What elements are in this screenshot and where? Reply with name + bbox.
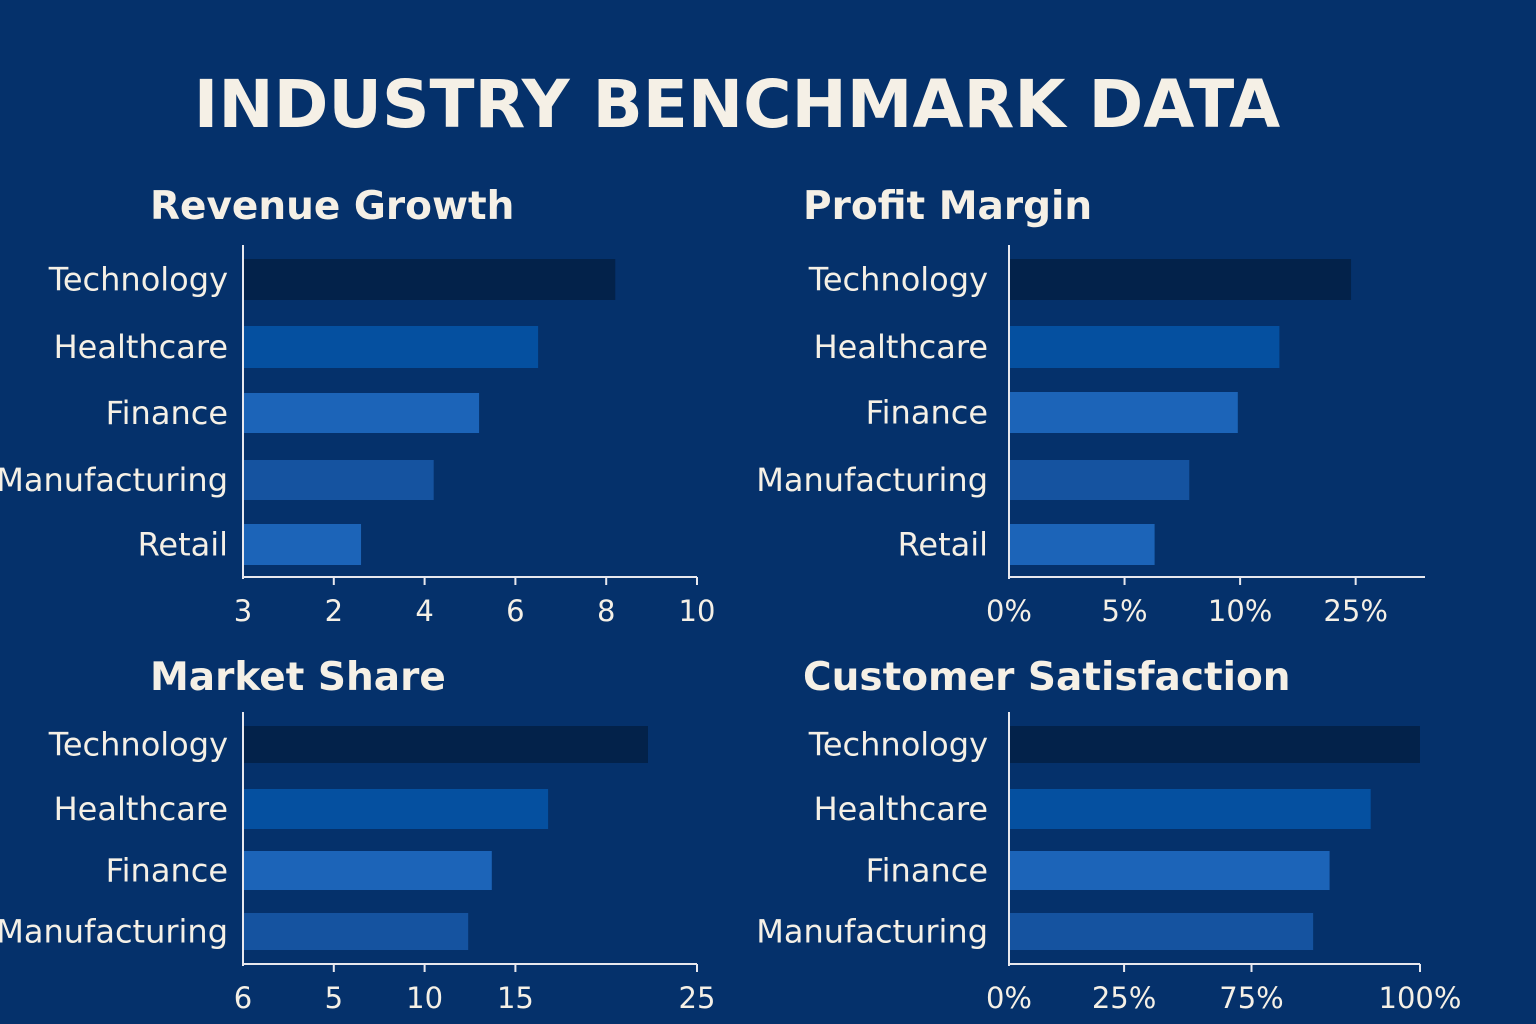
- bar-healthcare: [244, 326, 539, 368]
- chart-title: Market Share: [150, 655, 446, 700]
- category-label: Manufacturing: [756, 913, 988, 951]
- category-label: Technology: [48, 261, 228, 299]
- x-tick-label: 25: [679, 981, 716, 1015]
- bar-technology: [1010, 259, 1352, 300]
- category-label: Finance: [106, 852, 228, 890]
- category-label: Finance: [866, 852, 988, 890]
- x-tick-label: 0%: [986, 981, 1032, 1015]
- x-tick-label: 25%: [1092, 981, 1156, 1015]
- bar-technology: [244, 259, 616, 300]
- chart-panel-profit-margin: Profit Margin Technology Healthcare Finance…: [756, 184, 1425, 628]
- x-tick-label: 25%: [1323, 594, 1387, 628]
- bar-retail: [1010, 524, 1155, 565]
- category-label: Finance: [866, 394, 988, 432]
- x-tick-label: 10: [679, 594, 716, 628]
- category-label: Retail: [138, 526, 228, 564]
- bar-manufacturing: [1010, 913, 1314, 950]
- chart-title: Revenue Growth: [150, 184, 514, 229]
- category-label: Manufacturing: [756, 461, 988, 499]
- category-label: Technology: [808, 726, 988, 764]
- chart-panel-customer-satisfaction: Customer Satisfaction Technology Healthcar…: [756, 655, 1461, 1015]
- x-tick-label: 5%: [1102, 594, 1148, 628]
- category-label: Manufacturing: [0, 913, 228, 951]
- bar-finance: [244, 851, 492, 890]
- x-tick-label: 0%: [986, 594, 1032, 628]
- x-tick-label: 75%: [1219, 981, 1283, 1015]
- bar-manufacturing: [244, 460, 434, 500]
- category-label: Healthcare: [814, 328, 988, 366]
- x-tick-label: 5: [325, 981, 343, 1015]
- category-label: Finance: [106, 394, 228, 432]
- bar-healthcare: [244, 789, 549, 829]
- x-tick-label: 10: [406, 981, 443, 1015]
- bar-finance: [1010, 851, 1330, 890]
- main-title: INDUSTRY BENCHMARK DATA: [194, 66, 1280, 143]
- x-tick-label: 4: [415, 594, 433, 628]
- category-label: Healthcare: [814, 790, 988, 828]
- category-label: Retail: [898, 526, 988, 564]
- bar-retail: [244, 524, 362, 565]
- chart-panel-market-share: Market Share Technology Healthcare Finance M…: [0, 655, 715, 1015]
- chart-title: Customer Satisfaction: [803, 655, 1291, 700]
- chart-title: Profit Margin: [803, 184, 1092, 229]
- bar-manufacturing: [1010, 460, 1190, 500]
- chart-panel-revenue-growth: Revenue Growth Technology Healthcare Financ…: [0, 184, 715, 628]
- x-tick-label: 2: [325, 594, 343, 628]
- x-tick-label: 6: [506, 594, 524, 628]
- bar-technology: [244, 726, 648, 763]
- x-tick-label: 15: [497, 981, 534, 1015]
- category-label: Manufacturing: [0, 461, 228, 499]
- category-label: Healthcare: [54, 328, 228, 366]
- bar-technology: [1010, 726, 1420, 763]
- category-label: Technology: [808, 261, 988, 299]
- bar-healthcare: [1010, 789, 1371, 829]
- x-tick-label: 3: [234, 594, 252, 628]
- category-label: Technology: [48, 726, 228, 764]
- x-tick-label: 8: [597, 594, 615, 628]
- x-tick-label: 100%: [1379, 981, 1462, 1015]
- bar-manufacturing: [244, 913, 469, 950]
- bar-healthcare: [1010, 326, 1280, 368]
- bar-finance: [1010, 392, 1238, 433]
- category-label: Healthcare: [54, 790, 228, 828]
- bar-finance: [244, 393, 480, 433]
- x-tick-label: 6: [234, 981, 252, 1015]
- x-tick-label: 10%: [1208, 594, 1272, 628]
